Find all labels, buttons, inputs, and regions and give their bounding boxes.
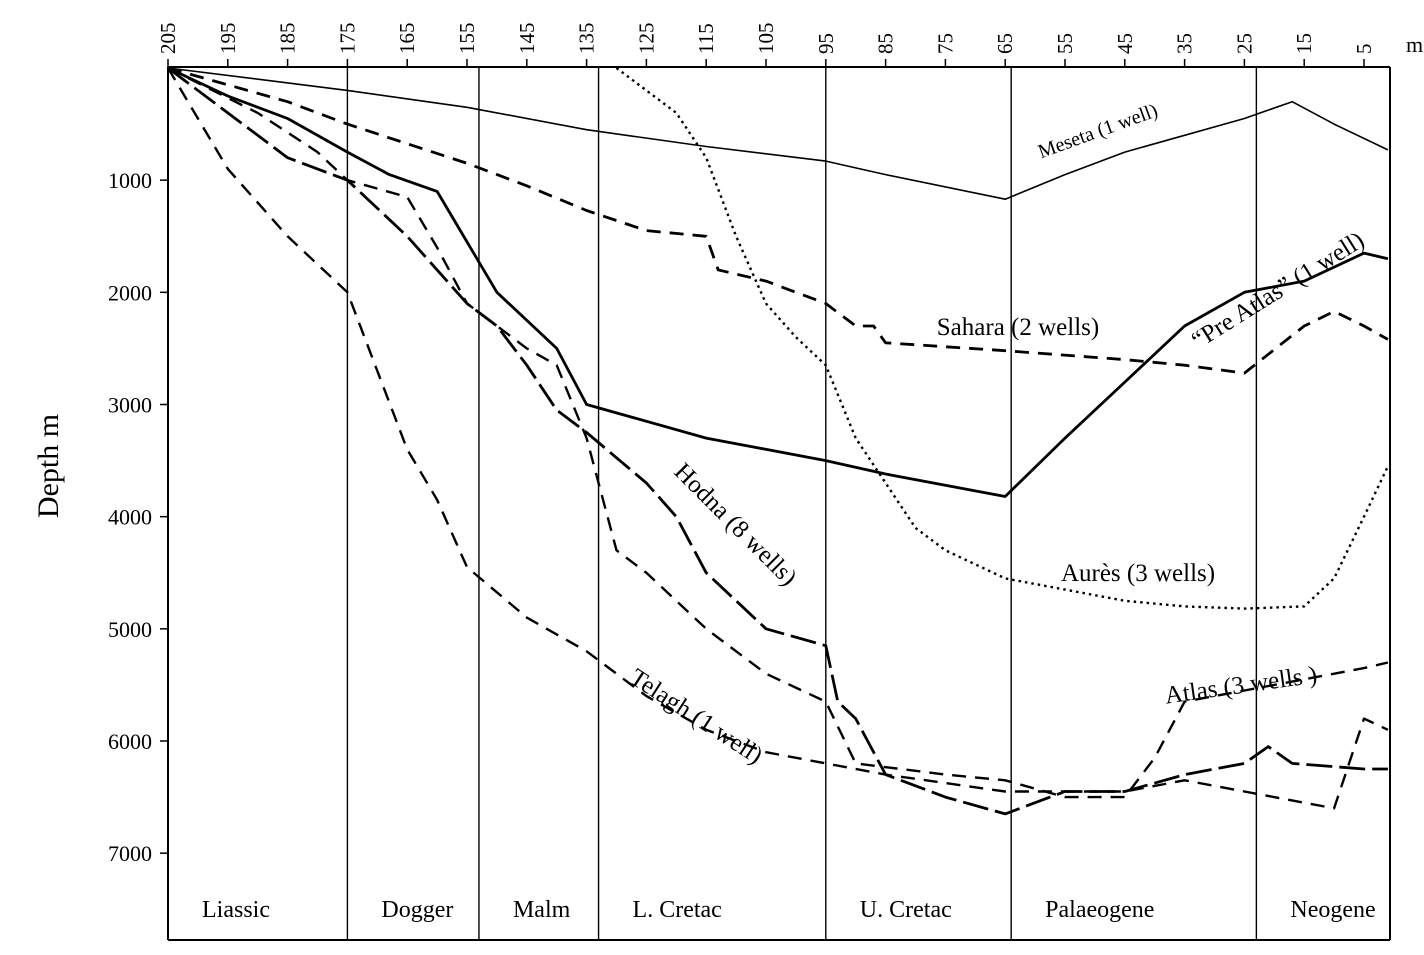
x-tick-label: 85 bbox=[874, 33, 898, 54]
x-tick-label: 15 bbox=[1292, 33, 1316, 54]
x-tick-label: 165 bbox=[395, 23, 419, 55]
series-line bbox=[166, 67, 1389, 810]
x-tick-label: 115 bbox=[694, 23, 718, 54]
x-tick-label: 75 bbox=[933, 33, 957, 54]
period-label: Dogger bbox=[381, 897, 453, 923]
y-tick-label: 5000 bbox=[108, 617, 152, 642]
y-axis-left: 1000 2000 3000 4000 5000 6000 7000 bbox=[108, 168, 168, 866]
x-tick-label: 135 bbox=[575, 23, 599, 55]
x-tick-label: 35 bbox=[1173, 33, 1197, 54]
x-tick-label: 105 bbox=[754, 23, 778, 55]
y-axis-title: Depth m bbox=[32, 414, 65, 518]
x-tick-label: 5 bbox=[1352, 44, 1376, 55]
period-label: Malm bbox=[513, 897, 571, 923]
y-tick-label: 1000 bbox=[108, 168, 152, 193]
x-tick-label: 145 bbox=[515, 23, 539, 55]
period-label: Liassic bbox=[202, 897, 270, 923]
series-line bbox=[167, 66, 1389, 799]
y-tick-label: 7000 bbox=[108, 841, 152, 866]
series-line bbox=[167, 66, 1389, 375]
period-label: Neogene bbox=[1290, 897, 1375, 923]
x-tick-label: 185 bbox=[276, 23, 300, 55]
y-tick-label: 4000 bbox=[108, 505, 152, 530]
y-tick-label: 3000 bbox=[108, 393, 152, 418]
x-axis-unit-label: m bbox=[1406, 32, 1423, 57]
y-tick-label: 6000 bbox=[108, 729, 152, 754]
series-label: Sahara (2 wells) bbox=[937, 314, 1099, 341]
x-tick-label: 65 bbox=[993, 33, 1017, 54]
series-line bbox=[167, 67, 1389, 200]
series-lines bbox=[166, 66, 1389, 816]
series-label: “Pre Atlas” (1 well) bbox=[1187, 227, 1369, 355]
x-tick-label: 155 bbox=[455, 23, 479, 55]
period-label: U. Cretac bbox=[860, 897, 952, 923]
x-tick-label: 95 bbox=[814, 33, 838, 54]
x-tick-label: 125 bbox=[634, 23, 658, 55]
x-tick-label: 55 bbox=[1053, 33, 1077, 54]
period-label: L. Cretac bbox=[633, 897, 722, 923]
series-label: Telagh (1 well) bbox=[625, 664, 767, 770]
series-line bbox=[167, 66, 1389, 498]
series-label: Hodna (8 wells) bbox=[669, 458, 802, 591]
period-label: Palaeogene bbox=[1045, 897, 1154, 923]
x-tick-label: 45 bbox=[1113, 33, 1137, 54]
series-label: Aurès (3 wells) bbox=[1061, 560, 1215, 587]
chart-frame bbox=[167, 66, 1391, 941]
x-tick-label: 175 bbox=[335, 23, 359, 55]
x-axis-top: 205 195 185 175 165 155 145 135 125 115 105 95 85 75 6… bbox=[156, 23, 1376, 67]
period-labels: Liassic Dogger Malm L. Cretac U. Cretac Palae… bbox=[202, 897, 1376, 923]
y-tick-label: 2000 bbox=[108, 280, 152, 305]
series-label: Atlas (3 wells ) bbox=[1163, 662, 1319, 710]
x-tick-label: 195 bbox=[216, 23, 240, 55]
series-labels: Meseta (1 well) “Pre Atlas” (1 well) Sahar… bbox=[625, 100, 1369, 770]
x-tick-label: 25 bbox=[1232, 33, 1256, 54]
series-label: Meseta (1 well) bbox=[1035, 100, 1160, 164]
series-line bbox=[167, 66, 1388, 816]
x-tick-label: 205 bbox=[156, 23, 180, 55]
